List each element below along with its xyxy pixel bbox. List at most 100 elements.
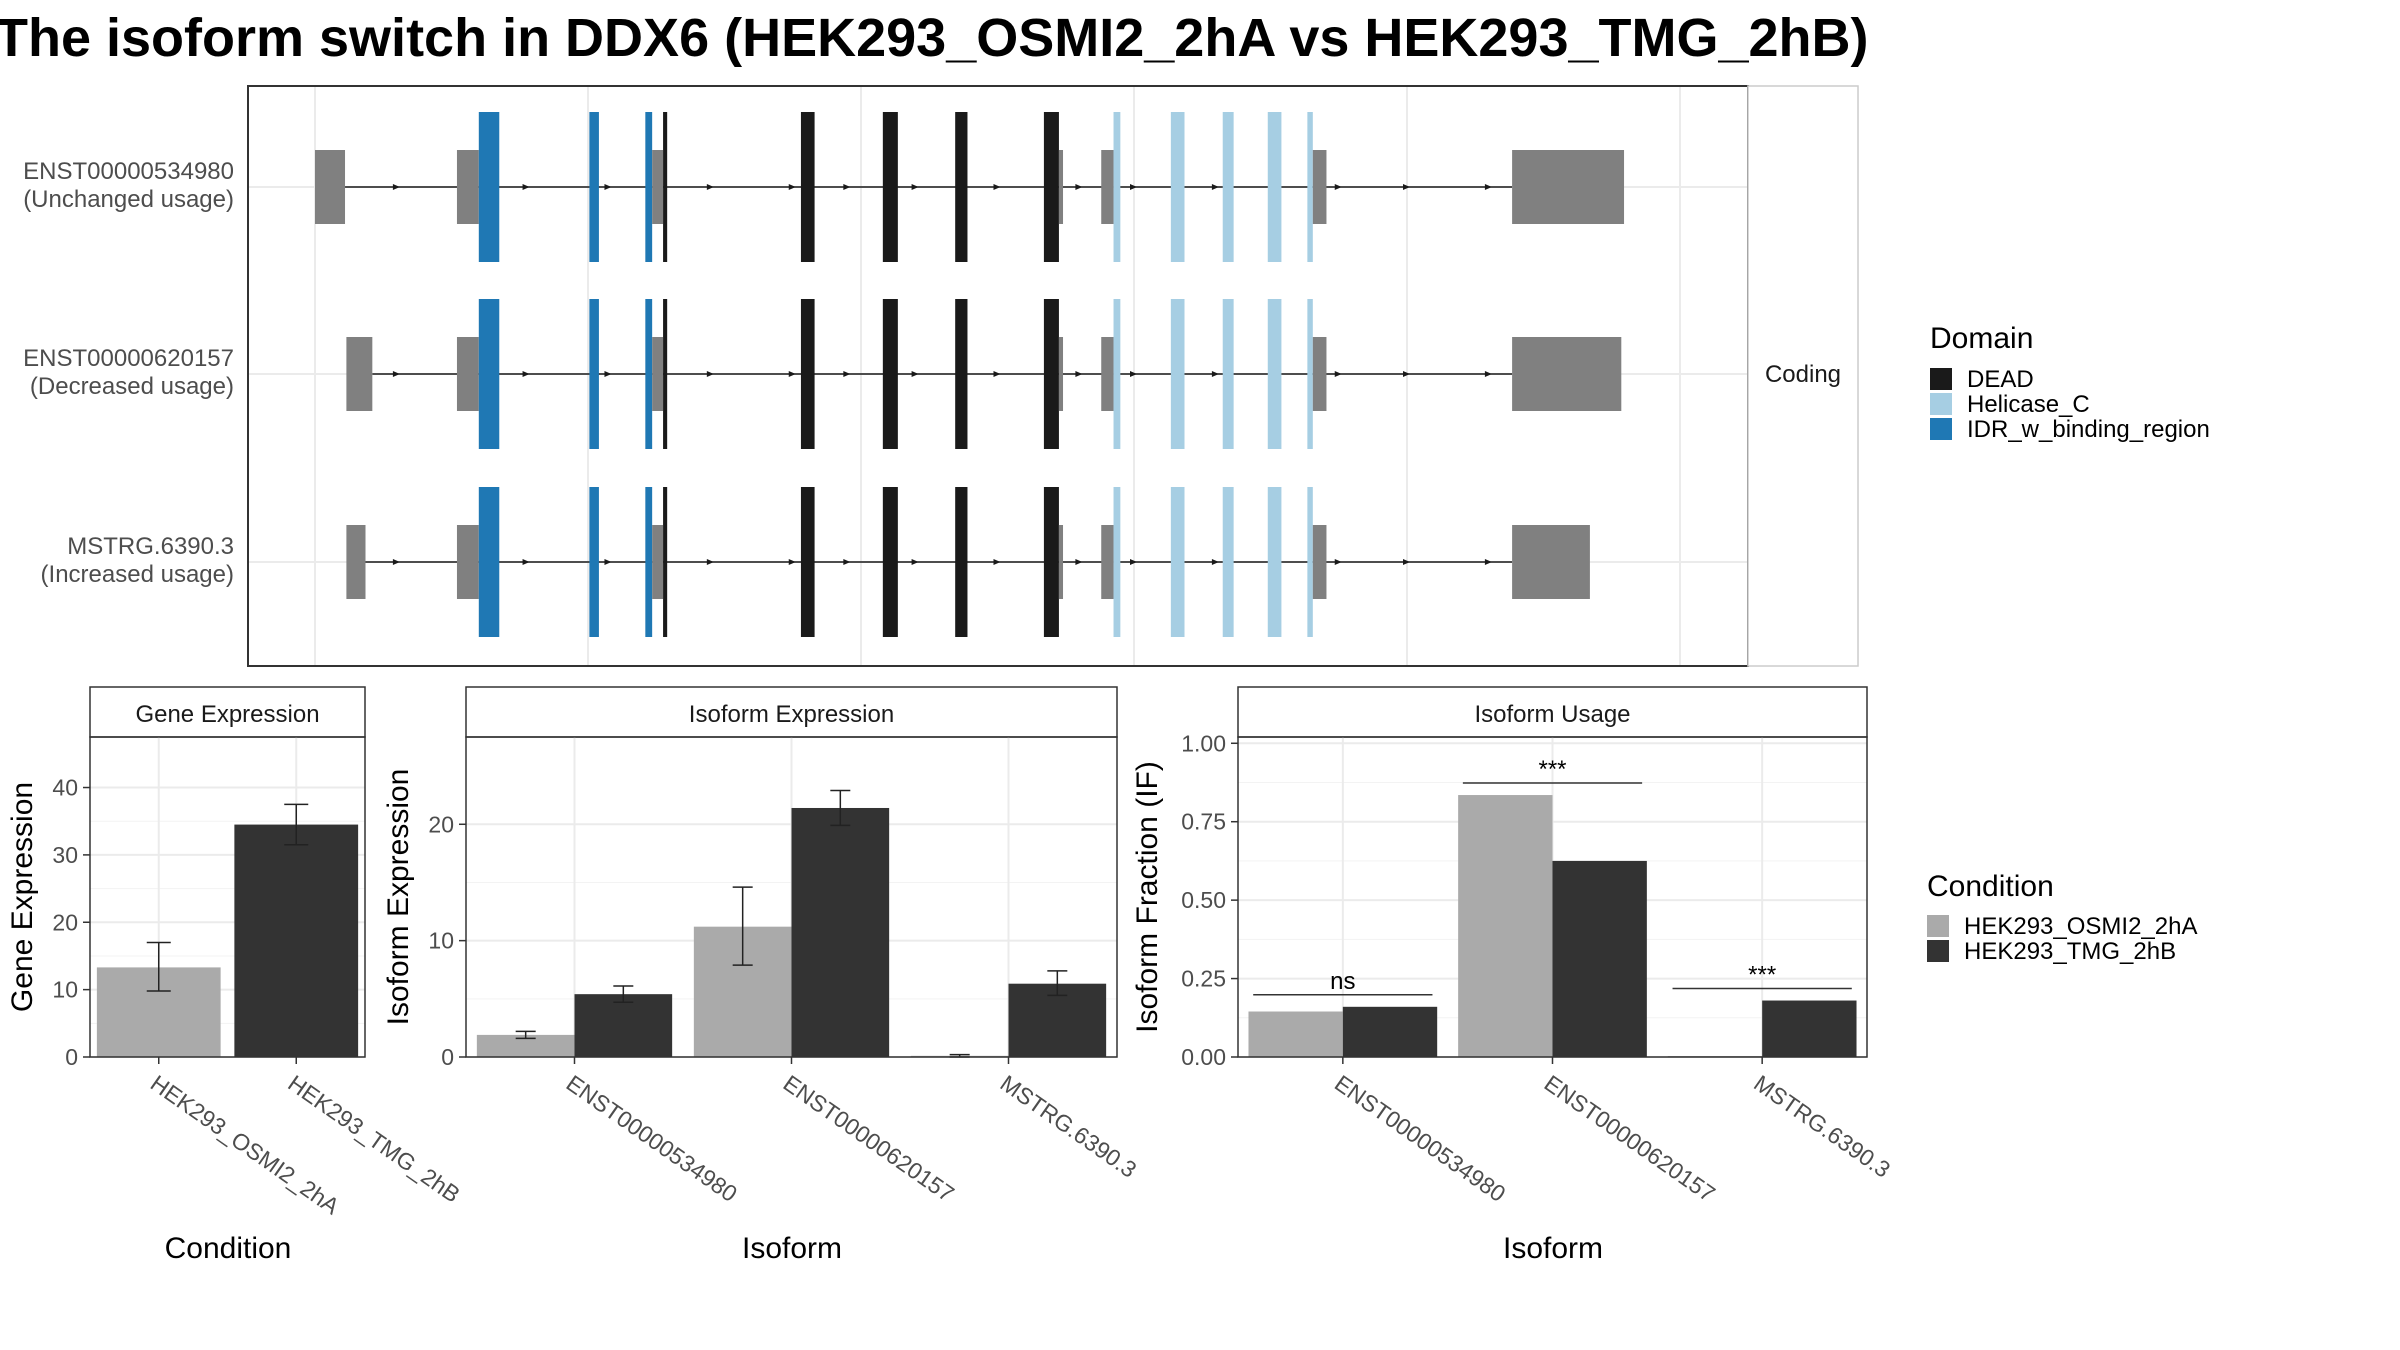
direction-arrow [522, 371, 530, 377]
legend-swatch-condition [1927, 940, 1949, 962]
exon-Helicase_C [1113, 112, 1121, 262]
domain-legend: Domain DEADHelicase_CIDR_w_binding_regio… [1930, 322, 2210, 443]
chart-strip [1237, 686, 1868, 738]
exon-DEAD [663, 487, 668, 637]
bar-HEK293_TMG_2hB-ENST00000534980 [1342, 1006, 1438, 1057]
direction-arrow [1130, 184, 1137, 190]
exon-utr [456, 337, 479, 411]
y-tick-label: 0.50 [1181, 887, 1226, 913]
direction-arrow [843, 371, 851, 377]
exon-DEAD [663, 299, 668, 449]
exon-IDR_w_binding_region [478, 299, 500, 449]
condition-legend-title: Condition [1927, 870, 2054, 903]
transcript-id-label: ENST00000534980 [23, 158, 234, 185]
direction-arrow [843, 559, 851, 565]
legend-swatch-Helicase_C [1930, 393, 1952, 415]
direction-arrow [788, 371, 796, 377]
exon-DEAD [1043, 299, 1059, 449]
exon-Helicase_C [1222, 299, 1234, 449]
legend-swatch-DEAD [1930, 368, 1952, 390]
exon-utr [456, 150, 479, 224]
x-axis-title: Isoform [1503, 1232, 1603, 1265]
y-axis-title: Isoform Expression [382, 769, 415, 1026]
direction-arrow [522, 184, 530, 190]
exon-Helicase_C [1267, 299, 1282, 449]
direction-arrow [1403, 184, 1410, 190]
exon-Helicase_C [1267, 112, 1282, 262]
exon-utr [1101, 150, 1114, 224]
direction-arrow [1334, 184, 1342, 190]
exon-utr [456, 525, 479, 599]
exon-utr [652, 150, 664, 224]
direction-arrow [993, 559, 1001, 565]
y-tick-label: 10 [52, 977, 78, 1003]
bar-HEK293_TMG_2hB-ENST00000620157 [1552, 860, 1647, 1057]
direction-arrow [1211, 184, 1219, 190]
significance-label: ns [1330, 968, 1355, 995]
exon-DEAD [882, 299, 898, 449]
bar-HEK293_OSMI2_2hA-ENST00000620157 [1458, 795, 1553, 1057]
transcript-usage-label: (Increased usage) [41, 561, 234, 588]
direction-arrow [392, 371, 400, 377]
direction-arrow [604, 371, 612, 377]
exon-Helicase_C [1222, 112, 1234, 262]
exon-Helicase_C [1113, 299, 1121, 449]
direction-arrow [706, 371, 714, 377]
x-tick-label: ENST00000534980 [1330, 1070, 1510, 1207]
exon-DEAD [1043, 112, 1059, 262]
direction-arrow [1211, 559, 1219, 565]
exon-DEAD [800, 112, 815, 262]
exon-Helicase_C [1113, 487, 1121, 637]
exon-IDR_w_binding_region [478, 112, 500, 262]
direction-arrow [911, 559, 919, 565]
direction-arrow [1130, 371, 1137, 377]
direction-arrow [706, 559, 714, 565]
direction-arrow [1075, 184, 1083, 190]
direction-arrow [1403, 559, 1410, 565]
exon-utr [1512, 525, 1590, 599]
transcript-id-label: ENST00000620157 [23, 345, 234, 372]
strip-coding [1747, 85, 1859, 667]
bar-charts: Gene Expression010203040HEK293_OSMI2_2hA… [6, 686, 1895, 1265]
chart-strip [465, 686, 1118, 738]
exon-Helicase_C [1170, 299, 1185, 449]
exon-DEAD [882, 112, 898, 262]
exon-DEAD [955, 299, 968, 449]
figure-title: The isoform switch in DDX6 (HEK293_OSMI2… [0, 8, 1869, 68]
exon-utr [652, 337, 664, 411]
y-tick-label: 1.00 [1181, 730, 1226, 756]
transcript-usage-label: (Decreased usage) [30, 373, 234, 400]
exon-Helicase_C [1222, 487, 1234, 637]
y-tick-label: 0 [441, 1044, 454, 1070]
exon-Helicase_C [1307, 487, 1313, 637]
y-axis-title: Gene Expression [6, 782, 39, 1012]
direction-arrow [604, 559, 612, 565]
x-axis-title: Isoform [742, 1232, 842, 1265]
x-tick-label: ENST00000620157 [779, 1070, 959, 1207]
exon-utr [1512, 337, 1622, 411]
strip-coding-label: Coding [1765, 361, 1841, 388]
exon-utr [1312, 150, 1327, 224]
direction-arrow [1075, 559, 1083, 565]
exon-utr [1312, 525, 1327, 599]
x-tick-label: ENST00000620157 [1540, 1070, 1720, 1207]
significance-label: *** [1538, 756, 1566, 783]
direction-arrow [911, 371, 919, 377]
y-tick-label: 0 [65, 1044, 78, 1070]
exon-DEAD [663, 112, 668, 262]
direction-arrow [1130, 559, 1137, 565]
direction-arrow [843, 184, 851, 190]
direction-arrow [1403, 371, 1410, 377]
direction-arrow [1484, 371, 1492, 377]
exon-utr [315, 150, 346, 224]
exon-IDR_w_binding_region [589, 487, 599, 637]
bar-HEK293_TMG_2hB [234, 824, 359, 1057]
exon-utr [1058, 525, 1064, 599]
direction-arrow [706, 184, 714, 190]
y-tick-label: 0.25 [1181, 966, 1226, 992]
legend-swatch-IDR_w_binding_region [1930, 418, 1952, 440]
bar-HEK293_TMG_2hB-ENST00000534980 [574, 994, 673, 1057]
y-axis-title: Isoform Fraction (IF) [1131, 761, 1164, 1033]
y-tick-label: 0.00 [1181, 1044, 1226, 1070]
